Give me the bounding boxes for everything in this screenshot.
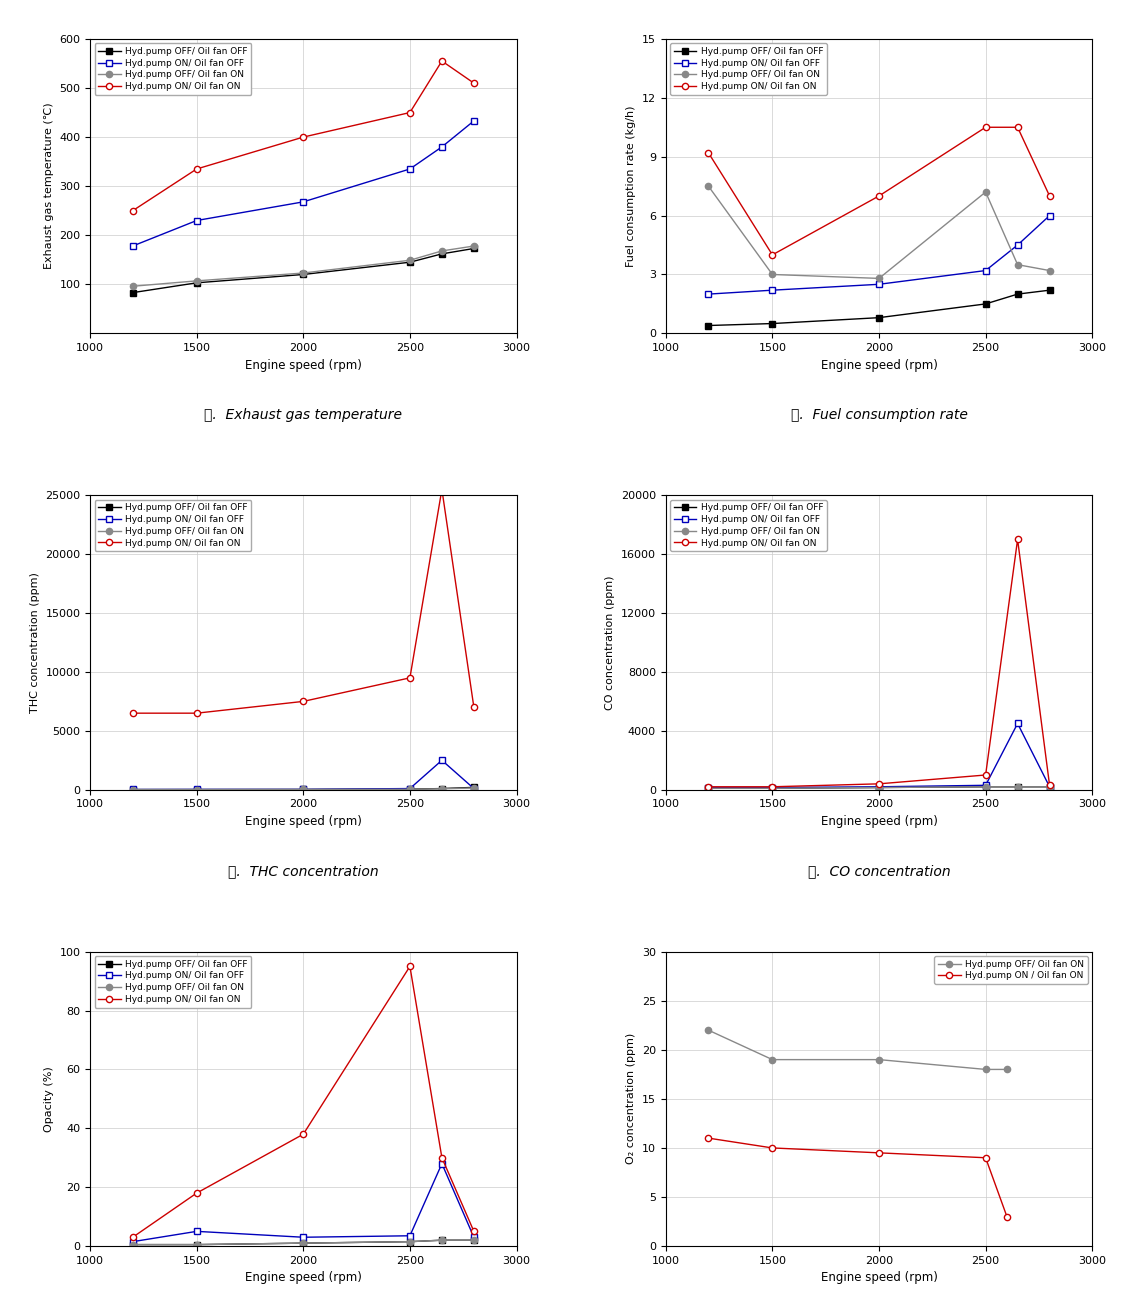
Hyd.pump ON / Oil fan ON: [1000, 1208, 1013, 1224]
X-axis label: Engine speed (rpm): Engine speed (rpm): [821, 815, 938, 828]
X-axis label: Engine speed (rpm): Engine speed (rpm): [821, 1271, 938, 1284]
Legend: Hyd.pump OFF/ Oil fan OFF, Hyd.pump ON/ Oil fan OFF, Hyd.pump OFF/ Oil fan ON, H: Hyd.pump OFF/ Oil fan OFF, Hyd.pump ON/ …: [95, 43, 251, 95]
Title: Ⓓ.  CO concentration: Ⓓ. CO concentration: [807, 864, 950, 877]
Legend: Hyd.pump OFF/ Oil fan OFF, Hyd.pump ON/ Oil fan OFF, Hyd.pump OFF/ Oil fan ON, H: Hyd.pump OFF/ Oil fan OFF, Hyd.pump ON/ …: [95, 500, 251, 552]
X-axis label: Engine speed (rpm): Engine speed (rpm): [244, 815, 361, 828]
Hyd.pump ON / Oil fan ON: [766, 1140, 779, 1155]
Hyd.pump OFF/ Oil fan ON: [766, 1051, 779, 1067]
Hyd.pump OFF/ Oil fan ON: [873, 1051, 886, 1067]
Line: Hyd.pump OFF/ Oil fan ON: Hyd.pump OFF/ Oil fan ON: [705, 1027, 1010, 1072]
Title: Ⓒ.  THC concentration: Ⓒ. THC concentration: [227, 864, 378, 877]
Y-axis label: Opacity (%): Opacity (%): [44, 1066, 54, 1132]
X-axis label: Engine speed (rpm): Engine speed (rpm): [821, 358, 938, 371]
X-axis label: Engine speed (rpm): Engine speed (rpm): [244, 358, 361, 371]
Hyd.pump OFF/ Oil fan ON: [978, 1062, 992, 1077]
Title: Ⓐ.  Exhaust gas temperature: Ⓐ. Exhaust gas temperature: [204, 408, 402, 422]
Line: Hyd.pump ON / Oil fan ON: Hyd.pump ON / Oil fan ON: [705, 1134, 1010, 1220]
Y-axis label: THC concentration (ppm): THC concentration (ppm): [29, 572, 39, 713]
Legend: Hyd.pump OFF/ Oil fan ON, Hyd.pump ON / Oil fan ON: Hyd.pump OFF/ Oil fan ON, Hyd.pump ON / …: [935, 957, 1088, 984]
Y-axis label: Exhaust gas temperature (℃): Exhaust gas temperature (℃): [44, 103, 54, 270]
Y-axis label: CO concentration (ppm): CO concentration (ppm): [606, 575, 616, 710]
Legend: Hyd.pump OFF/ Oil fan OFF, Hyd.pump ON/ Oil fan OFF, Hyd.pump OFF/ Oil fan ON, H: Hyd.pump OFF/ Oil fan OFF, Hyd.pump ON/ …: [670, 500, 828, 552]
X-axis label: Engine speed (rpm): Engine speed (rpm): [244, 1271, 361, 1284]
Title: Ⓑ.  Fuel consumption rate: Ⓑ. Fuel consumption rate: [790, 408, 967, 422]
Legend: Hyd.pump OFF/ Oil fan OFF, Hyd.pump ON/ Oil fan OFF, Hyd.pump OFF/ Oil fan ON, H: Hyd.pump OFF/ Oil fan OFF, Hyd.pump ON/ …: [95, 957, 251, 1007]
Y-axis label: O₂ concentration (ppm): O₂ concentration (ppm): [626, 1033, 636, 1164]
Legend: Hyd.pump OFF/ Oil fan OFF, Hyd.pump ON/ Oil fan OFF, Hyd.pump OFF/ Oil fan ON, H: Hyd.pump OFF/ Oil fan OFF, Hyd.pump ON/ …: [670, 43, 828, 95]
Hyd.pump OFF/ Oil fan ON: [701, 1023, 715, 1038]
Hyd.pump OFF/ Oil fan ON: [1000, 1062, 1013, 1077]
Hyd.pump ON / Oil fan ON: [978, 1150, 992, 1166]
Y-axis label: Fuel consumption rate (kg/h): Fuel consumption rate (kg/h): [626, 105, 636, 267]
Hyd.pump ON / Oil fan ON: [873, 1145, 886, 1160]
Hyd.pump ON / Oil fan ON: [701, 1131, 715, 1146]
